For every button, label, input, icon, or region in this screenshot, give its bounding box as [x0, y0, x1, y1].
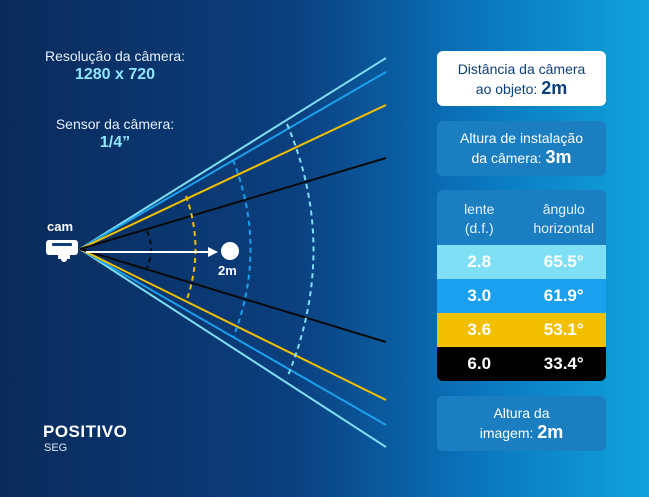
table-row: 6.0 33.4° — [437, 347, 606, 381]
fov-line-6-0-top — [79, 157, 387, 250]
lens-value: 3.6 — [467, 320, 492, 339]
header-lens-line2: (d.f.) — [464, 220, 494, 236]
image-height-card-line1: Altura da — [493, 405, 550, 421]
angle-value: 65.5° — [543, 252, 584, 271]
distance-card-value: 2m — [541, 78, 568, 98]
distance-card-line1: Distância da câmera — [457, 61, 586, 77]
header-angle-line2: horizontal — [533, 220, 595, 236]
camera-icon — [46, 240, 78, 262]
distance-arrowhead — [208, 247, 218, 257]
header-lens: lente (d.f.) — [437, 190, 522, 245]
arc-3-0 — [232, 159, 252, 339]
arc-2-8 — [286, 123, 315, 379]
image-height-card-line2: imagem: — [479, 425, 534, 441]
angle-value: 33.4° — [543, 354, 584, 373]
fov-line-3-6-bottom — [79, 248, 387, 401]
angle-value: 53.1° — [543, 320, 584, 339]
table-row: 3.0 61.9° — [437, 279, 606, 313]
image-height-card-value: 2m — [537, 422, 564, 442]
arc-3-6 — [185, 195, 197, 303]
image-height-card-line2-wrap: imagem: 2m — [437, 423, 606, 443]
header-angle-line1: ângulo — [542, 201, 585, 217]
table-row: 3.6 53.1° — [437, 313, 606, 347]
lens-value: 2.8 — [467, 252, 492, 271]
sensor-label: Sensor da câmera: — [55, 116, 175, 132]
distance-card: Distância da câmera ao objeto: 2m — [437, 51, 606, 106]
lens-table: lente (d.f.) ângulo horizontal 2.8 65.5°… — [437, 190, 606, 381]
object-marker — [221, 242, 239, 260]
resolution-value: 1280 x 720 — [74, 66, 156, 83]
image-height-card: Altura da imagem: 2m — [437, 396, 606, 451]
height-card-value: 3m — [545, 147, 572, 167]
brand-logo: POSITIVO — [43, 422, 128, 441]
header-lens-line1: lente — [464, 201, 495, 217]
fov-line-3-6-top — [79, 104, 387, 250]
header-angle: ângulo horizontal — [522, 190, 607, 245]
table-row: 2.8 65.5° — [437, 245, 606, 279]
height-card-line2: da câmera: — [471, 150, 542, 166]
object-label: 2m — [218, 263, 237, 278]
resolution-label: Resolução da câmera: — [44, 48, 186, 64]
distance-card-line2-wrap: ao objeto: 2m — [437, 79, 606, 99]
brand-sub: SEG — [44, 442, 68, 454]
lens-table-header: lente (d.f.) ângulo horizontal — [437, 190, 606, 245]
fov-line-6-0-bottom — [79, 248, 387, 343]
lens-value: 6.0 — [467, 354, 492, 373]
sensor-value: 1/4” — [99, 134, 131, 151]
camera-label: cam — [47, 219, 74, 234]
fov-line-2-8-top — [79, 57, 387, 250]
arc-6-0 — [146, 230, 152, 269]
distance-card-line2: ao objeto: — [475, 81, 538, 97]
lens-value: 3.0 — [467, 286, 492, 305]
height-card: Altura de instalação da câmera: 3m — [437, 121, 606, 176]
angle-value: 61.9° — [543, 286, 584, 305]
height-card-line2-wrap: da câmera: 3m — [437, 148, 606, 168]
height-card-line1: Altura de instalação — [460, 130, 583, 146]
fov-line-2-8-bottom — [79, 248, 387, 448]
